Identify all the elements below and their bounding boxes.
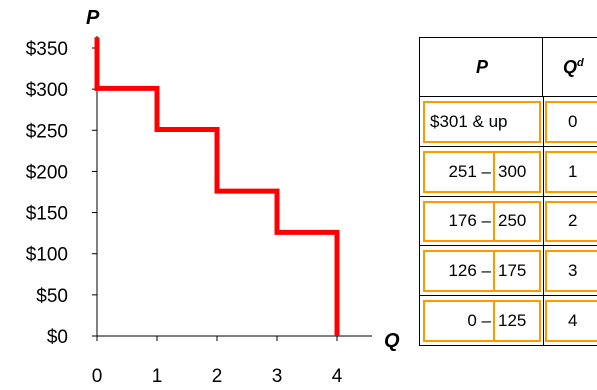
column-divider <box>543 296 544 346</box>
demand-step-line <box>94 37 340 336</box>
table-header-p: P <box>476 57 489 77</box>
price-cell-highlight <box>423 200 541 243</box>
chart-series <box>94 37 340 336</box>
quantity-demanded: 4 <box>568 311 578 331</box>
qd-cell-highlight <box>545 101 597 143</box>
qd-cell-highlight <box>545 300 597 342</box>
x-tick-label: 1 <box>152 366 163 387</box>
price-range-low: 251 – <box>448 161 491 181</box>
qd-cell-highlight <box>545 250 597 293</box>
demand-schedule-table: P Qd $301 & up 0 251 – 300 1 176 – 250 2 126 – 17… <box>419 37 597 346</box>
y-tick-label: $50 <box>36 286 68 307</box>
price-range: $301 & up <box>430 111 508 131</box>
quantity-demanded: 0 <box>568 111 578 131</box>
demand-step-chart: $0 $50 $100 $150 $200 $250 $300 $350 0 1 2 3 4 P Q <box>26 7 400 387</box>
y-tick-label: $150 <box>26 204 68 225</box>
x-axis-ticks: 0 1 2 3 4 <box>92 336 343 387</box>
price-range-high: 250 <box>498 211 527 231</box>
price-upper-box <box>493 250 541 293</box>
table-header-p-cell: P <box>419 37 543 97</box>
price-range-high: 300 <box>498 161 527 181</box>
y-axis-label: P <box>86 7 100 29</box>
table-row: 251 – 300 1 <box>419 146 597 197</box>
price-upper-box <box>493 150 541 193</box>
column-divider <box>543 146 544 197</box>
x-tick-label: 4 <box>332 366 343 387</box>
table-row: 0 – 125 4 <box>419 296 597 346</box>
price-range-high: 125 <box>498 311 527 331</box>
price-upper-box <box>493 300 541 342</box>
column-divider <box>543 246 544 297</box>
table-row: $301 & up 0 <box>419 97 597 147</box>
table-row: 126 – 175 3 <box>419 246 597 297</box>
qd-cell-highlight <box>545 150 597 193</box>
table-row: 176 – 250 2 <box>419 196 597 247</box>
x-tick-label: 2 <box>212 366 223 387</box>
y-tick-label: $300 <box>26 80 68 101</box>
y-axis-ticks: $0 $50 $100 $150 $200 $250 $300 $350 <box>26 39 97 348</box>
price-upper-box <box>493 200 541 243</box>
column-divider <box>543 196 544 247</box>
y-tick-label: $250 <box>26 121 68 142</box>
y-tick-label: $200 <box>26 162 68 183</box>
quantity-demanded: 3 <box>568 261 578 281</box>
y-tick-label: $100 <box>26 245 68 266</box>
price-cell-highlight <box>423 150 541 193</box>
price-range-low: 176 – <box>448 211 491 231</box>
y-tick-label: $0 <box>47 327 68 348</box>
y-tick-label: $350 <box>26 39 68 60</box>
price-range-low: 0 – <box>467 311 491 331</box>
quantity-demanded: 2 <box>568 211 578 231</box>
quantity-demanded: 1 <box>568 161 578 181</box>
x-axis-label: Q <box>384 330 400 352</box>
chart-axes <box>96 36 372 337</box>
qd-cell-highlight <box>545 200 597 243</box>
x-tick-label: 0 <box>92 366 103 387</box>
table-header-qd-cell: Qd <box>542 37 597 97</box>
price-cell-highlight <box>423 250 541 293</box>
table-header-qd: Qd <box>563 57 584 77</box>
price-range-low: 126 – <box>448 261 491 281</box>
price-cell-highlight <box>423 101 541 143</box>
price-range-high: 175 <box>498 261 527 281</box>
x-tick-label: 3 <box>272 366 283 387</box>
column-divider <box>543 97 544 147</box>
price-cell-highlight <box>423 300 541 342</box>
